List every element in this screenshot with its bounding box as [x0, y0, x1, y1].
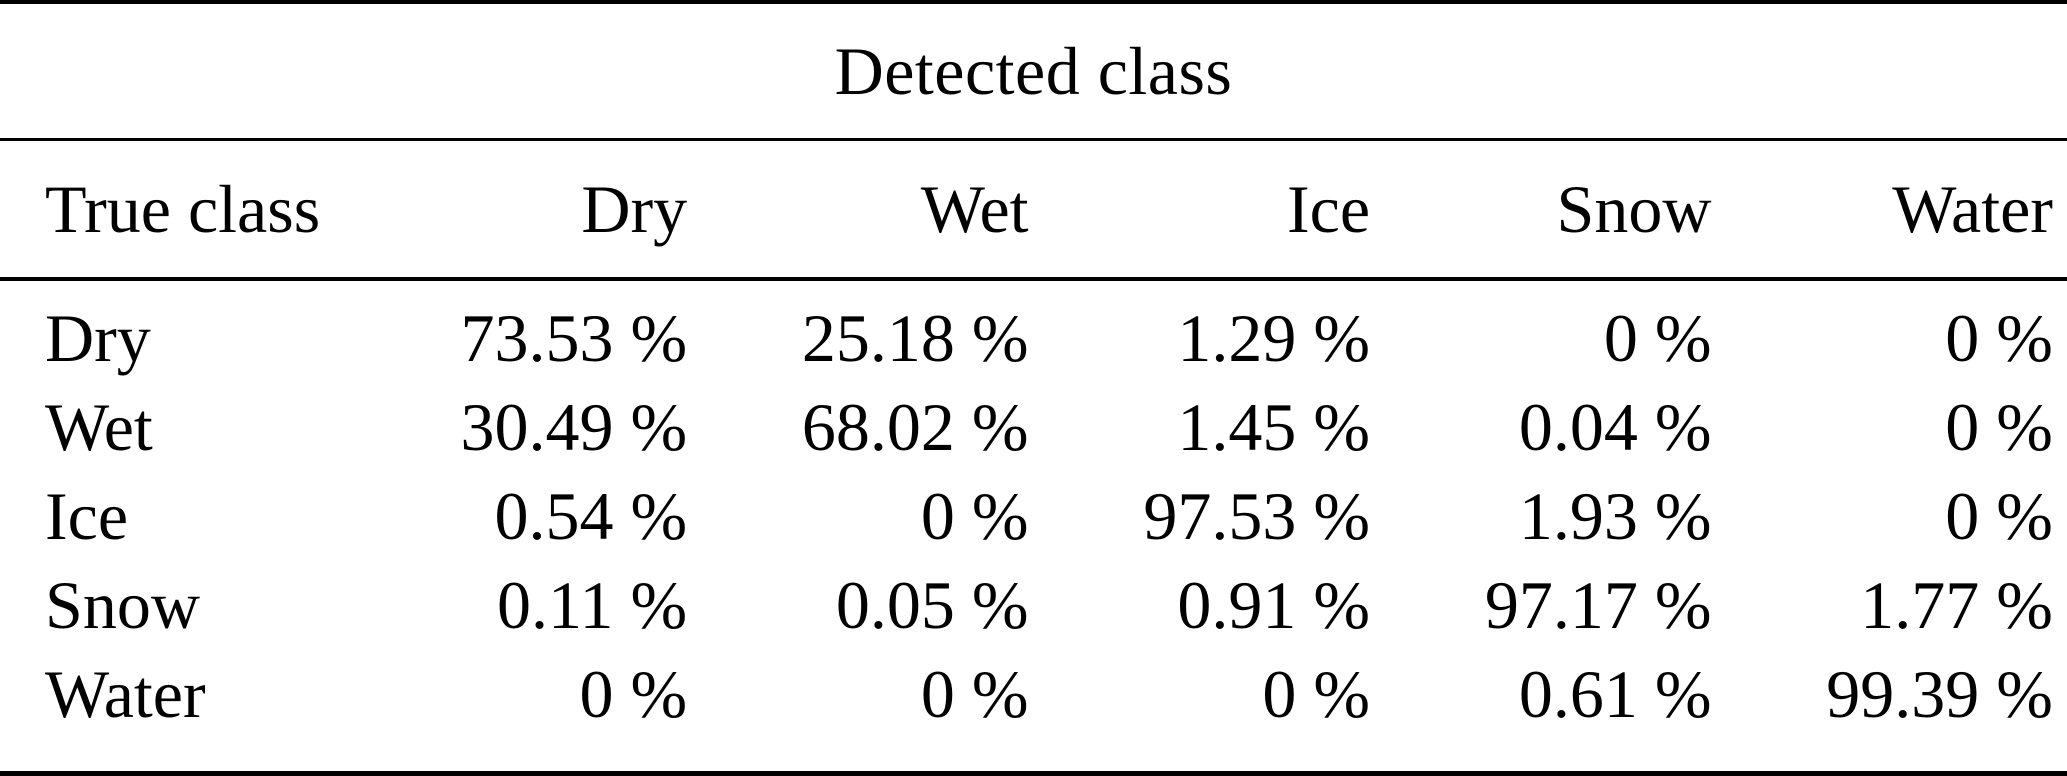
matrix-cell: 99.39 % — [1826, 656, 2053, 732]
matrix-cell: 1.93 % — [1518, 478, 1712, 554]
matrix-cell: 1.29 % — [1177, 300, 1371, 376]
table-title-row: Detected class — [0, 4, 2067, 138]
bottom-rule — [0, 771, 2067, 776]
column-header-snow: Snow — [1556, 170, 1712, 247]
column-header-ice: Ice — [1287, 170, 1371, 247]
row-label: Snow — [45, 567, 200, 643]
matrix-cell: 0.54 % — [494, 478, 688, 554]
table-row-ice: Ice 0.54 % 0 % 97.53 % 1.93 % 0 % — [0, 472, 2067, 561]
column-header-wet: Wet — [920, 170, 1029, 247]
matrix-cell: 1.45 % — [1177, 389, 1371, 465]
column-header-dry: Dry — [581, 170, 688, 247]
header-row: True class Dry Wet Ice Snow Water — [0, 141, 2067, 277]
matrix-cell: 30.49 % — [460, 389, 688, 465]
matrix-cell: 97.53 % — [1143, 478, 1371, 554]
matrix-cell: 0 % — [920, 478, 1029, 554]
table-row-wet: Wet 30.49 % 68.02 % 1.45 % 0.04 % 0 % — [0, 383, 2067, 472]
matrix-cell: 0.05 % — [835, 567, 1029, 643]
matrix-cell: 0 % — [579, 656, 688, 732]
matrix-cell: 0.11 % — [496, 567, 688, 643]
matrix-cell: 0 % — [1262, 656, 1371, 732]
matrix-cell: 0.04 % — [1518, 389, 1712, 465]
matrix-cell: 68.02 % — [801, 389, 1029, 465]
header-separator-rule — [0, 277, 2067, 281]
top-rule — [0, 0, 2067, 4]
corner-header-true-class: True class — [45, 170, 321, 247]
column-header-water: Water — [1892, 170, 2053, 247]
row-label: Ice — [45, 478, 129, 554]
table-row-snow: Snow 0.11 % 0.05 % 0.91 % 97.17 % 1.77 % — [0, 561, 2067, 650]
row-label: Wet — [45, 389, 153, 465]
matrix-cell: 0 % — [1945, 300, 2053, 376]
table-title: Detected class — [834, 32, 1233, 109]
title-separator-rule — [0, 138, 2067, 141]
row-label: Water — [45, 656, 206, 732]
matrix-cell: 97.17 % — [1484, 567, 1712, 643]
matrix-cell: 0 % — [1945, 478, 2053, 554]
matrix-cell: 0.61 % — [1518, 656, 1712, 732]
matrix-cell: 0 % — [1603, 300, 1712, 376]
table-body: Dry 73.53 % 25.18 % 1.29 % 0 % 0 % Wet 3… — [0, 281, 2067, 771]
matrix-cell: 73.53 % — [460, 300, 688, 376]
matrix-cell: 0.91 % — [1177, 567, 1371, 643]
matrix-cell: 25.18 % — [801, 300, 1029, 376]
row-label: Dry — [45, 300, 151, 376]
matrix-cell: 0 % — [1945, 389, 2053, 465]
matrix-cell: 0 % — [920, 656, 1029, 732]
table-row-water: Water 0 % 0 % 0 % 0.61 % 99.39 % — [0, 650, 2067, 739]
matrix-cell: 1.77 % — [1860, 567, 2053, 643]
table-row-dry: Dry 73.53 % 25.18 % 1.29 % 0 % 0 % — [0, 294, 2067, 383]
